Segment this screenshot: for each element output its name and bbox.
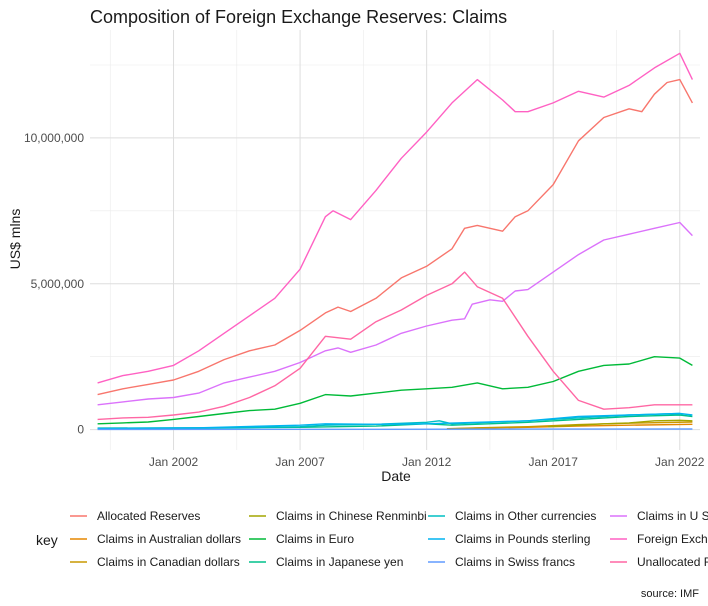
legend-label: Claims in Euro: [276, 532, 354, 546]
y-tick-label: 10,000,000: [24, 131, 84, 145]
y-axis-title: US$ mlns: [7, 209, 23, 270]
legend-label: Foreign Exchange Reserves: [637, 532, 708, 546]
legend: Allocated Reserves Claims in Australian d…: [70, 509, 708, 569]
chart-caption: source: IMF: [641, 588, 699, 600]
series-line-claims-in-chinese-renminbi: [548, 419, 693, 428]
series-line-claims-in-other-currencies: [97, 412, 680, 430]
y-tick-label: 0: [77, 423, 84, 437]
legend-label: Claims in Japanese yen: [276, 555, 403, 569]
x-axis-ticks: Jan 2002 Jan 2007 Jan 2012 Jan 2017 Jan 2022: [149, 455, 705, 469]
series-line-claims-in-euro: [97, 356, 693, 425]
series-line-claims-in-u-s-dollars: [97, 221, 693, 406]
x-tick-label: Jan 2002: [149, 455, 199, 469]
legend-label: Claims in U S dollars: [637, 509, 708, 523]
legend-label: Claims in Swiss francs: [455, 555, 575, 569]
legend-title: key: [36, 532, 58, 548]
x-axis-title: Date: [381, 468, 411, 484]
chart-title: Composition of Foreign Exchange Reserves…: [90, 7, 507, 27]
y-tick-label: 5,000,000: [31, 277, 85, 291]
legend-label: Claims in Chinese Renminbi: [276, 509, 427, 523]
y-axis-ticks: 0 5,000,000 10,000,000: [24, 131, 84, 437]
series-line-allocated-reserves: [97, 78, 694, 396]
legend-label: Allocated Reserves: [97, 509, 200, 523]
legend-label: Claims in Pounds sterling: [455, 532, 590, 546]
series-line-claims-in-canadian-dollars: [446, 421, 693, 430]
x-tick-label: Jan 2017: [528, 455, 578, 469]
x-tick-label: Jan 2007: [275, 455, 325, 469]
series-line-unallocated-reserves: [97, 271, 693, 421]
legend-label: Claims in Australian dollars: [97, 532, 241, 546]
series-line-claims-in-pounds-sterling: [97, 412, 693, 430]
series-line-foreign-exchange-reserves: [97, 52, 694, 384]
legend-label: Claims in Other currencies: [455, 509, 596, 523]
series-lines: [97, 52, 694, 431]
x-tick-label: Jan 2012: [402, 455, 452, 469]
legend-label: Claims in Canadian dollars: [97, 555, 240, 569]
grid: [90, 30, 700, 450]
x-tick-label: Jan 2022: [655, 455, 705, 469]
legend-label: Unallocated Reserves: [637, 555, 708, 569]
